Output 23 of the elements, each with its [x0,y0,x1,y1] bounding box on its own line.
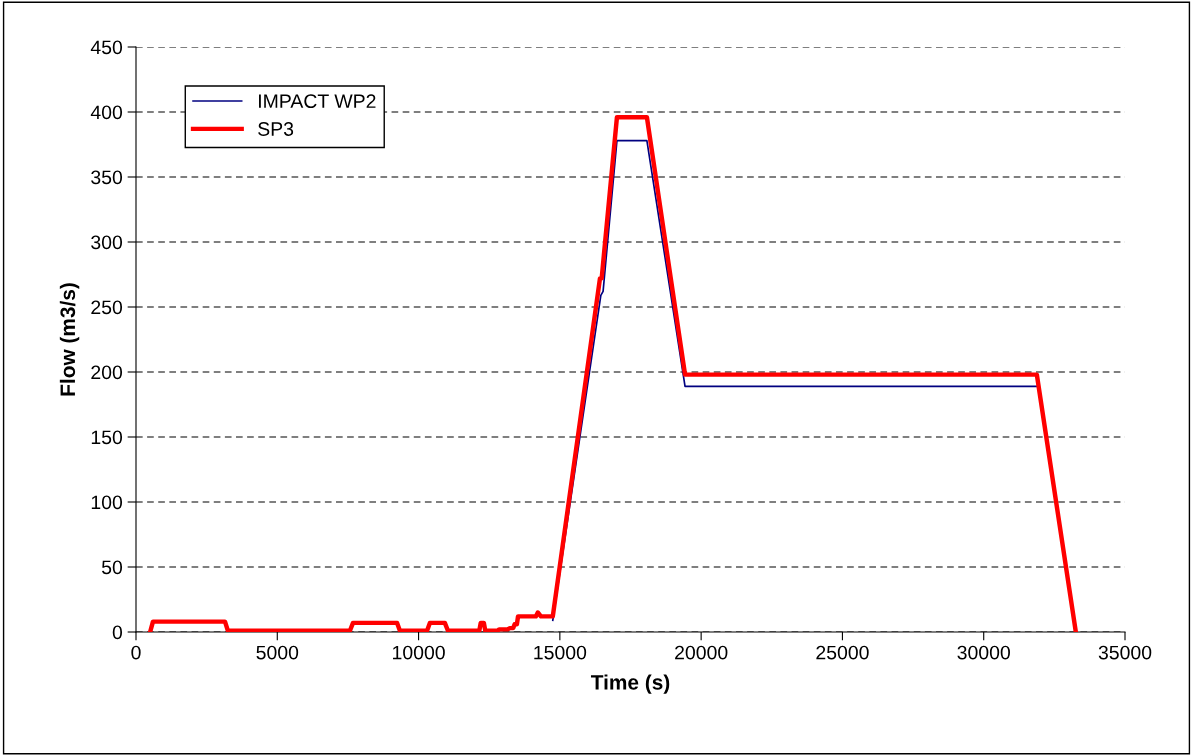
x-tick-label: 5000 [256,645,299,660]
x-tick-label: 0 [131,645,141,660]
x-tick-label: 35000 [1098,645,1152,660]
x-tick-label: 15000 [534,645,587,660]
legend-label: IMPACT WP2 [259,94,376,109]
y-tick-label: 200 [91,365,123,380]
y-axis-title: Flow (m3/s) [59,283,80,396]
x-axis-title: Time (s) [590,674,670,694]
y-tick-label: 100 [91,495,123,510]
y-tick-label: 400 [90,105,123,120]
y-tick-label: 150 [91,430,123,445]
line-series [147,114,1079,632]
y-tick-label: 300 [91,235,123,250]
y-tick-label: 0 [112,625,123,640]
y-tick-label: 450 [90,40,123,55]
x-tick-label: 20000 [675,645,728,660]
x-tick-label: 30000 [957,645,1010,660]
legend-label: SP3 [258,122,294,136]
y-tick-label: 250 [91,300,123,315]
y-tick-label: 350 [91,170,123,185]
y-tick-label: 50 [101,560,123,575]
x-tick-label: 25000 [816,645,869,660]
x-tick-label: 10000 [393,645,445,660]
